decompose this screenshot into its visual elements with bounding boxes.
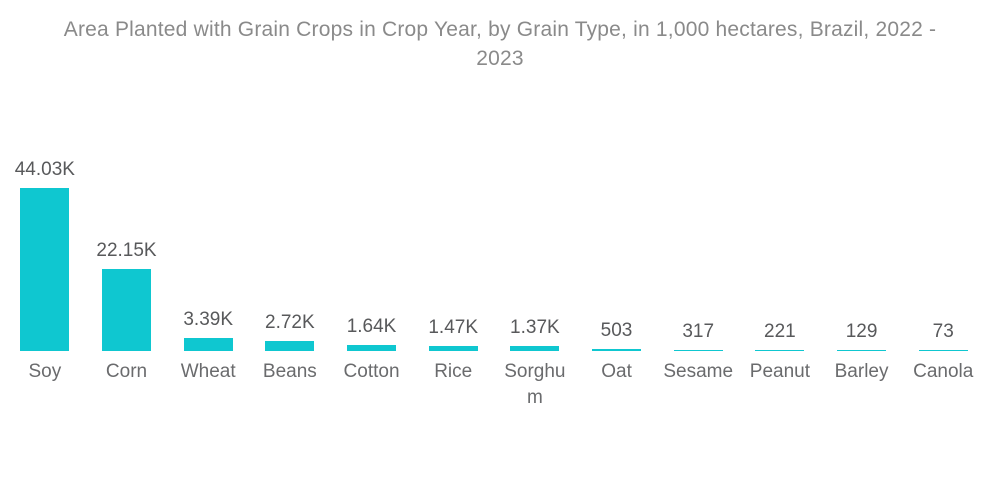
bar: [837, 350, 887, 351]
value-label: 503: [600, 320, 633, 342]
chart-title-line-1: Area Planted with Grain Crops in Crop Ye…: [63, 18, 937, 41]
category-label: Sorghum: [504, 361, 566, 408]
bar-group-soy: 44.03K Soy: [4, 68, 86, 411]
bar: [428, 345, 478, 351]
value-label: 221: [764, 321, 796, 342]
bar-group-canola: 73 Canola: [902, 68, 984, 411]
bar-stack: 22.15K: [96, 68, 157, 351]
value-label: 2.72K: [265, 311, 315, 333]
category-label: Soy: [28, 361, 62, 382]
bar-group-beans: 2.72K Beans: [249, 68, 331, 411]
category-label: Corn: [105, 361, 148, 382]
bar: [918, 350, 968, 351]
value-label: 73: [932, 321, 954, 342]
bar-group-oat: 503 Oat: [576, 68, 658, 411]
bar: [265, 340, 315, 351]
bar: [347, 344, 397, 351]
value-label: 44.03K: [14, 159, 75, 180]
chart-title-line-2: 2023: [476, 47, 524, 70]
bar-stack: 1.47K: [428, 68, 478, 351]
category-label: Rice: [434, 361, 473, 382]
bar-group-rice: 1.47K Rice: [412, 68, 494, 411]
bar-group-corn: 22.15K Corn: [86, 68, 168, 411]
bar-stack: 1.64K: [346, 68, 397, 351]
value-label: 1.37K: [510, 316, 560, 338]
category-label: Oat: [601, 361, 632, 382]
chart-title: Area Planted with Grain Crops in Crop Ye…: [0, 15, 1000, 73]
bar: [673, 349, 723, 351]
category-label: Sesame: [663, 361, 734, 382]
bar: [20, 188, 70, 351]
value-label: 3.39K: [183, 309, 233, 331]
bar-group-sorghum: 1.37K Sorghum: [494, 68, 576, 411]
category-label: Beans: [262, 361, 317, 382]
bar-group-barley: 129 Barley: [821, 68, 903, 411]
bar-chart: 44.03K Soy 22.15K Corn 3.39K Wheat 2.72K Beans 1…: [4, 68, 984, 411]
bar: [592, 349, 642, 351]
value-label: 22.15K: [96, 240, 157, 262]
category-label: Wheat: [180, 361, 236, 382]
bar: [183, 338, 233, 351]
bar: [755, 350, 805, 351]
bar-stack: 221: [755, 68, 805, 351]
bar-stack: 2.72K: [265, 68, 315, 351]
category-label: Canola: [913, 361, 974, 382]
category-label: Cotton: [343, 361, 400, 382]
bar-stack: 317: [673, 68, 723, 351]
value-label: 129: [845, 321, 878, 342]
category-label: Peanut: [749, 361, 810, 382]
bar-stack: 44.03K: [15, 68, 75, 351]
bar-stack: 503: [592, 68, 642, 351]
bar-stack: 129: [837, 68, 887, 351]
bar-group-sesame: 317 Sesame: [657, 68, 739, 411]
bar-group-cotton: 1.64K Cotton: [331, 68, 413, 411]
bar-stack: 73: [918, 68, 968, 351]
bar: [102, 269, 151, 351]
bar-stack: 3.39K: [183, 68, 233, 351]
value-label: 1.47K: [428, 316, 479, 338]
bar-group-wheat: 3.39K Wheat: [167, 68, 249, 411]
value-label: 1.64K: [346, 315, 397, 337]
bar: [510, 345, 560, 351]
bar-group-peanut: 221 Peanut: [739, 68, 821, 411]
value-label: 317: [682, 320, 715, 342]
bar-stack: 1.37K: [510, 68, 560, 351]
category-label: Barley: [834, 361, 889, 382]
